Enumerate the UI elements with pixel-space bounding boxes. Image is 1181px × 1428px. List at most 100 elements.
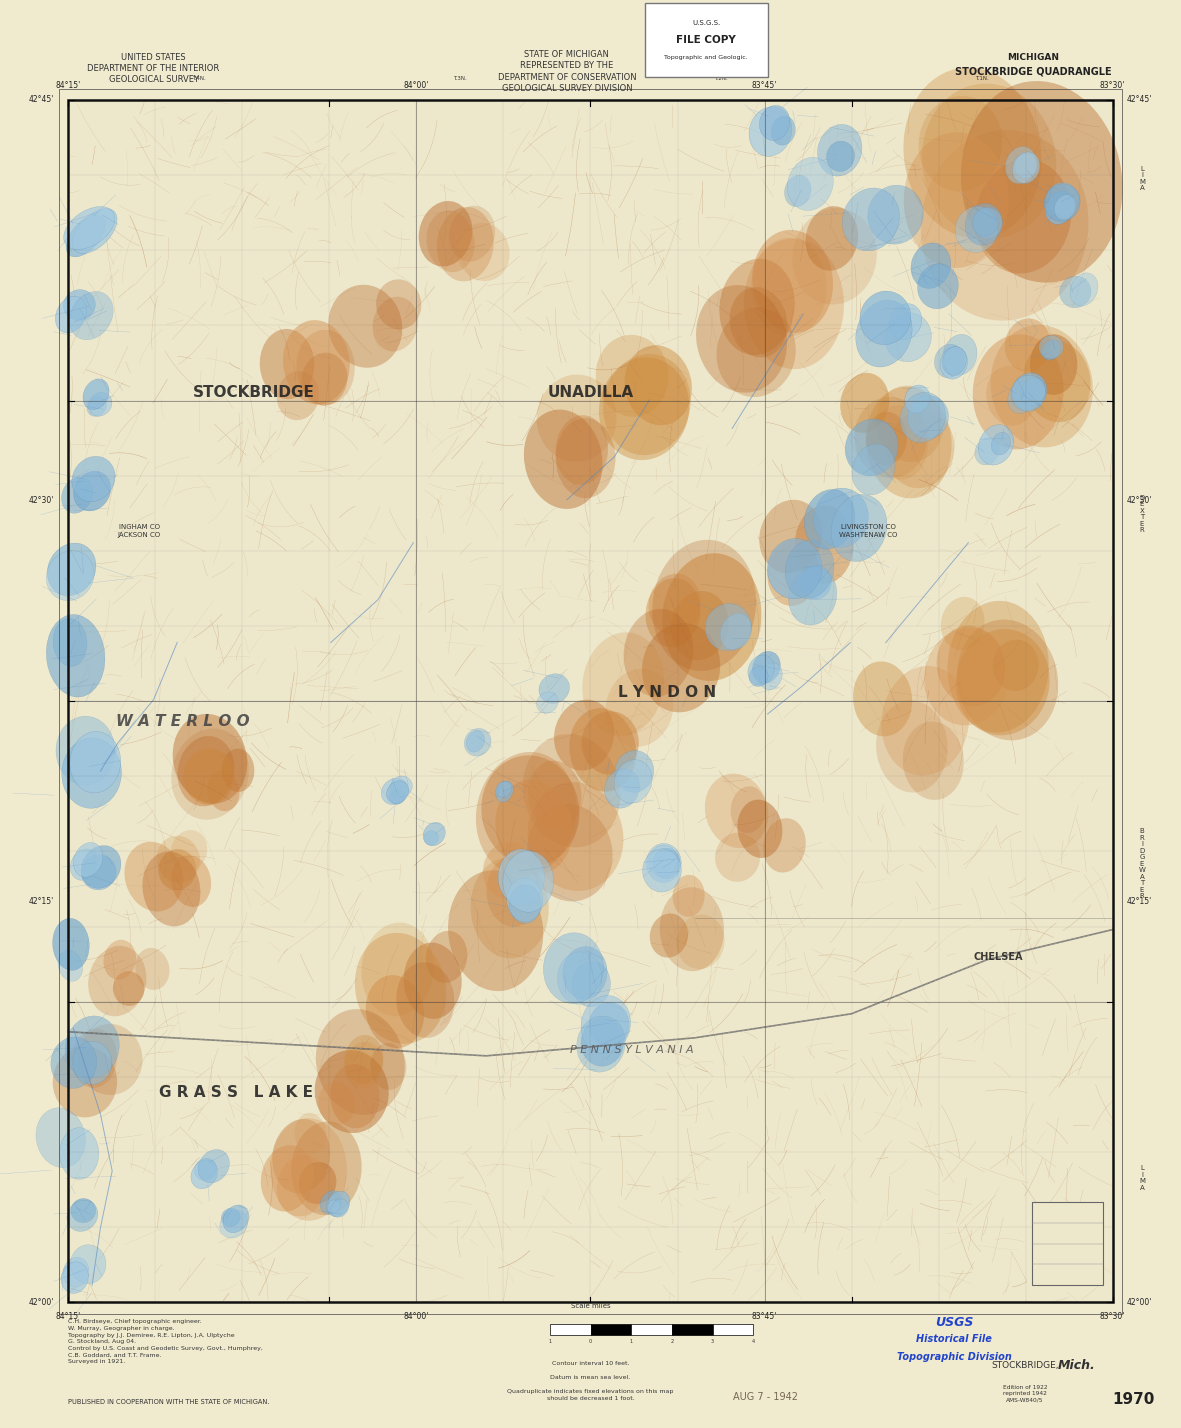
Ellipse shape [737,800,782,858]
Ellipse shape [840,373,889,433]
Text: Topographic Division: Topographic Division [896,1351,1012,1362]
Text: 42°30': 42°30' [1127,497,1151,506]
Ellipse shape [860,291,911,344]
Ellipse shape [136,948,170,990]
Ellipse shape [71,848,98,880]
Ellipse shape [223,1210,240,1225]
Ellipse shape [866,411,907,466]
Ellipse shape [63,1257,89,1287]
Ellipse shape [827,141,854,171]
Ellipse shape [331,1064,379,1128]
Ellipse shape [66,214,105,257]
Text: DEPARTMENT OF THE INTERIOR: DEPARTMENT OF THE INTERIOR [87,64,220,73]
Ellipse shape [495,780,573,875]
Ellipse shape [671,591,729,660]
Ellipse shape [423,823,445,845]
Ellipse shape [198,1150,229,1182]
Ellipse shape [299,1162,337,1204]
Ellipse shape [856,300,912,367]
Ellipse shape [663,553,762,681]
Text: 4: 4 [751,1339,755,1345]
Ellipse shape [61,477,93,513]
Ellipse shape [801,565,831,600]
Ellipse shape [381,778,407,804]
Ellipse shape [373,297,418,351]
Ellipse shape [496,781,514,803]
Ellipse shape [1012,373,1046,410]
Ellipse shape [331,1198,348,1217]
Ellipse shape [614,760,652,803]
Ellipse shape [652,540,756,671]
Bar [68,100,1113,1302]
Ellipse shape [72,457,115,501]
Ellipse shape [653,848,680,878]
Ellipse shape [642,848,681,892]
Ellipse shape [476,753,576,875]
Text: GEOLOGICAL SURVEY: GEOLOGICAL SURVEY [109,76,198,84]
Ellipse shape [905,386,929,413]
Ellipse shape [615,751,654,793]
Ellipse shape [805,206,859,271]
Ellipse shape [464,728,491,755]
Text: 83°30': 83°30' [1100,1312,1125,1321]
Ellipse shape [292,1121,361,1215]
Ellipse shape [1059,276,1091,308]
Ellipse shape [581,995,631,1054]
Text: C.H. Birdseye, Chief topographic engineer.
W. Murray, Geographer in charge.
Topo: C.H. Birdseye, Chief topographic enginee… [68,1319,263,1364]
Ellipse shape [902,721,964,800]
Ellipse shape [143,851,201,927]
Ellipse shape [885,313,932,361]
Ellipse shape [1023,341,1090,423]
Ellipse shape [677,914,725,970]
Ellipse shape [65,1015,119,1078]
Ellipse shape [1005,147,1037,184]
Ellipse shape [220,1211,248,1238]
Ellipse shape [397,962,455,1038]
Ellipse shape [973,334,1064,450]
Ellipse shape [72,1028,117,1088]
Ellipse shape [261,1145,314,1211]
Ellipse shape [942,347,966,376]
Ellipse shape [768,538,822,598]
Ellipse shape [991,324,1092,447]
Ellipse shape [78,1024,143,1095]
Text: T.1N.: T.1N. [976,76,988,81]
Text: 84°15': 84°15' [56,81,81,90]
Ellipse shape [625,346,692,426]
Ellipse shape [978,424,1013,466]
Ellipse shape [976,160,1071,274]
Ellipse shape [70,731,120,793]
Ellipse shape [887,411,954,488]
Ellipse shape [759,663,782,690]
Ellipse shape [172,714,247,804]
Ellipse shape [47,543,96,595]
Text: STOCKBRIDGE: STOCKBRIDGE [193,386,315,400]
Ellipse shape [650,914,689,958]
Ellipse shape [572,961,611,1007]
Ellipse shape [911,243,951,288]
Text: L
I
M
A: L I M A [1138,1165,1146,1191]
Ellipse shape [208,771,240,811]
Ellipse shape [554,700,614,771]
Bar [68,100,1113,1302]
Ellipse shape [51,1037,97,1088]
Ellipse shape [124,841,183,911]
Ellipse shape [301,353,347,406]
Ellipse shape [1005,318,1051,371]
Ellipse shape [942,334,977,376]
Ellipse shape [744,238,844,368]
Ellipse shape [881,665,970,775]
Ellipse shape [158,850,196,890]
Ellipse shape [319,1082,355,1125]
Ellipse shape [759,106,790,140]
Ellipse shape [503,851,554,912]
Ellipse shape [195,1158,216,1181]
Ellipse shape [603,354,691,456]
Ellipse shape [1039,336,1064,358]
Ellipse shape [53,618,87,667]
Ellipse shape [581,711,639,775]
Ellipse shape [937,625,1005,705]
Ellipse shape [361,922,433,1017]
Ellipse shape [523,734,620,847]
Ellipse shape [276,371,319,420]
